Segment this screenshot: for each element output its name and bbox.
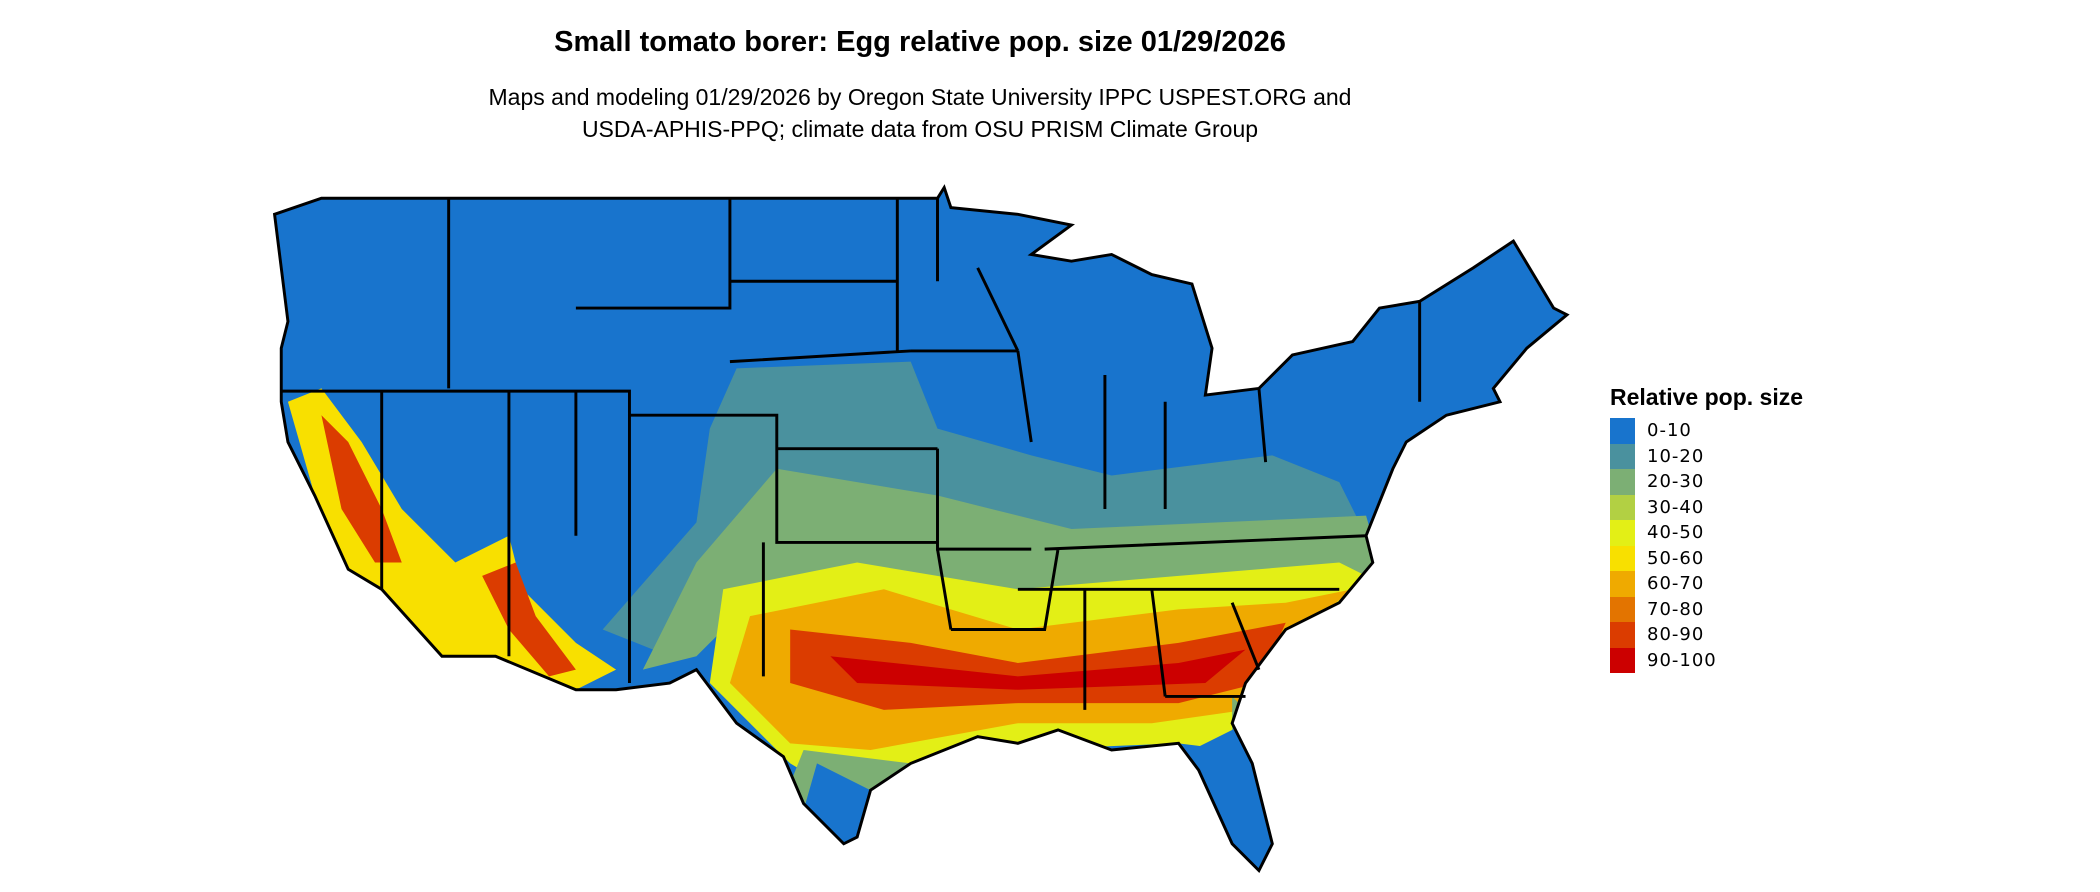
legend-label: 90-100 — [1647, 649, 1717, 671]
legend-swatch — [1610, 520, 1635, 546]
legend-label: 70-80 — [1647, 598, 1705, 620]
legend-label: 20-30 — [1647, 471, 1705, 493]
legend-swatch — [1610, 443, 1635, 469]
map-title: Small tomato borer: Egg relative pop. si… — [554, 26, 1286, 58]
legend-item: 0-10 — [1610, 418, 1803, 444]
legend-item: 10-20 — [1610, 443, 1803, 469]
state-borders — [273, 186, 1569, 873]
legend-swatch — [1610, 418, 1635, 444]
legend-swatch — [1610, 571, 1635, 597]
legend-label: 40-50 — [1647, 522, 1705, 544]
zone-california-hot — [321, 415, 576, 677]
legend-item: 50-60 — [1610, 545, 1803, 571]
legend-item: 60-70 — [1610, 571, 1803, 597]
legend-swatch — [1610, 596, 1635, 622]
legend-swatch — [1610, 545, 1635, 571]
legend-item: 90-100 — [1610, 647, 1803, 673]
map-subtitle-line-2: USDA-APHIS-PPQ; climate data from OSU PR… — [581, 116, 1259, 142]
legend-item: 20-30 — [1610, 469, 1803, 495]
legend-label: 60-70 — [1647, 573, 1705, 595]
legend-item: 80-90 — [1610, 622, 1803, 648]
zone-90-100 — [830, 649, 1246, 690]
map-subtitle-line-1: Maps and modeling 01/29/2026 by Oregon S… — [488, 84, 1352, 110]
legend-label: 10-20 — [1647, 445, 1705, 467]
legend: Relative pop. size 0-10 10-20 20-30 30-40 40… — [1610, 384, 1803, 673]
legend-label: 80-90 — [1647, 624, 1705, 646]
legend-item: 30-40 — [1610, 494, 1803, 520]
legend-label: 50-60 — [1647, 547, 1705, 569]
legend-swatch — [1610, 494, 1635, 520]
legend-title: Relative pop. size — [1610, 384, 1804, 410]
legend-item: 40-50 — [1610, 520, 1803, 546]
legend-item: 70-80 — [1610, 596, 1803, 622]
legend-swatch — [1610, 647, 1635, 673]
legend-label: 0-10 — [1647, 420, 1692, 442]
zone-80-90 — [790, 622, 1286, 710]
legend-swatch — [1610, 622, 1635, 648]
zone-20-30 — [642, 468, 1380, 670]
legend-label: 30-40 — [1647, 496, 1705, 518]
legend-swatch — [1610, 469, 1635, 495]
